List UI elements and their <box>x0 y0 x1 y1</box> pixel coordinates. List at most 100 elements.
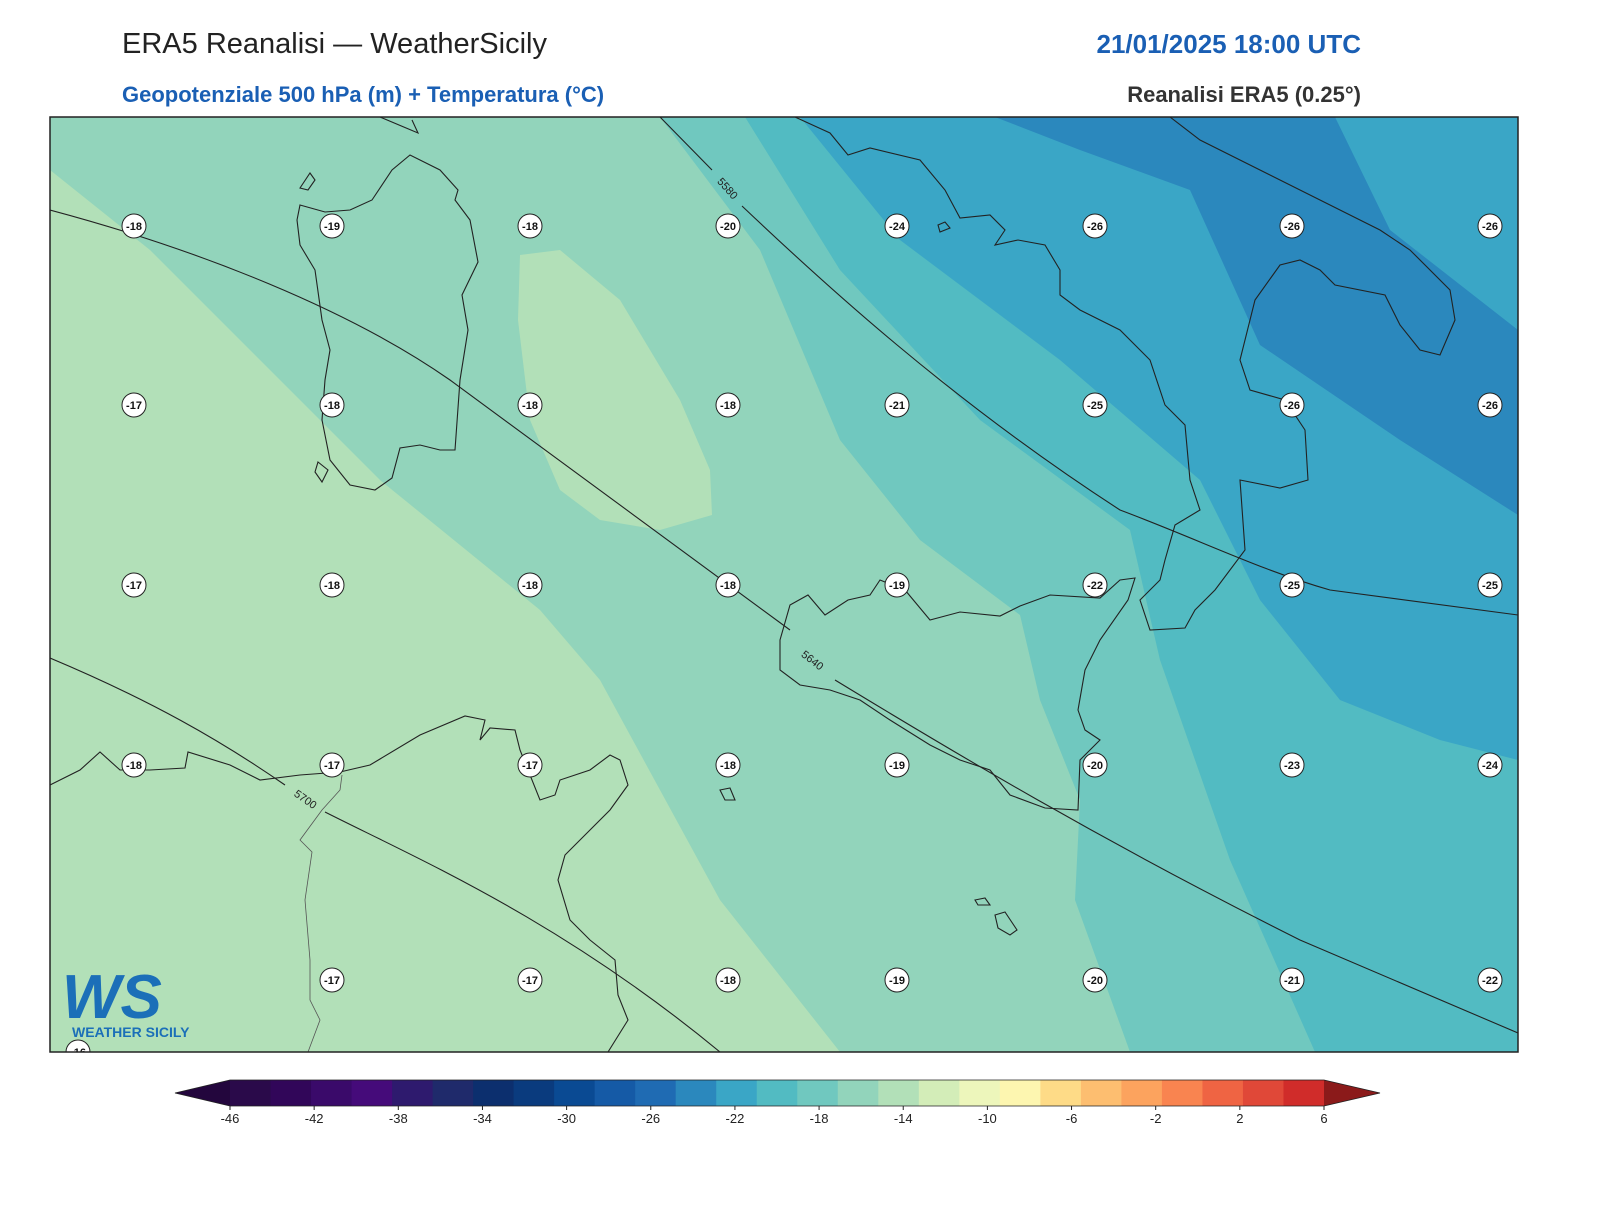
temperature-label: -21 <box>1284 975 1300 987</box>
source: Reanalisi ERA5 (0.25°) <box>1127 82 1361 107</box>
colorbar-segment <box>1121 1080 1163 1106</box>
temperature-label: -17 <box>126 580 142 592</box>
colorbar-segment <box>797 1080 839 1106</box>
label-marker <box>121 392 147 418</box>
colorbar-segment <box>918 1080 960 1106</box>
temperature-label: -25 <box>1482 580 1498 592</box>
label-marker <box>1082 967 1108 993</box>
label-marker <box>884 752 910 778</box>
label-marker <box>1477 213 1503 239</box>
label-marker <box>1477 572 1503 598</box>
coastline <box>50 715 629 1052</box>
temperature-label: -26 <box>1482 221 1498 233</box>
colorbar-extend <box>175 1080 230 1106</box>
label-marker <box>1279 392 1305 418</box>
map: 5580 5640 5700 -18 -19 -18 -20 -24 -26 -26 -26-… <box>50 117 1518 1052</box>
coastline <box>299 172 316 191</box>
colorbar-segment <box>513 1080 555 1106</box>
temperature-label: -19 <box>889 580 905 592</box>
subtitle: Geopotenziale 500 hPa (m) + Temperatura … <box>122 82 604 107</box>
colorbar-segment <box>675 1080 717 1106</box>
coastline <box>937 221 951 233</box>
temperature-label: -18 <box>720 975 736 987</box>
temperature-label: -24 <box>1482 760 1499 772</box>
map-frame <box>49 116 1519 1053</box>
colorbar-tick-label: -2 <box>1150 1111 1162 1126</box>
colorbar-segment <box>392 1080 434 1106</box>
colorbar-tick-label: -18 <box>810 1111 829 1126</box>
isoline <box>659 117 1518 616</box>
label-marker <box>1082 213 1108 239</box>
border <box>299 774 343 1052</box>
colorbar-tick-label: -38 <box>389 1111 408 1126</box>
colorbar-segment <box>270 1080 312 1106</box>
colorbar-segment <box>1161 1080 1203 1106</box>
colorbar-tick-label: -34 <box>473 1111 492 1126</box>
temperature-label: -18 <box>522 221 538 233</box>
coastline <box>314 461 329 484</box>
temperature-label: -18 <box>522 400 538 412</box>
temperature-label: -25 <box>1284 580 1300 592</box>
label-marker <box>1082 572 1108 598</box>
label-marker <box>1279 967 1305 993</box>
label-marker <box>1477 967 1503 993</box>
temperature-label: -17 <box>522 975 538 987</box>
temperature-label: -18 <box>324 400 340 412</box>
colorbar-segment <box>999 1080 1041 1106</box>
temperature-label: -19 <box>889 760 905 772</box>
band <box>518 250 712 530</box>
colorbar-tick-label: -42 <box>305 1111 324 1126</box>
coastline <box>379 117 420 135</box>
label-marker <box>319 572 345 598</box>
colorbar-segment <box>1202 1080 1244 1106</box>
label-marker <box>517 213 543 239</box>
label-marker <box>319 967 345 993</box>
label-marker <box>319 213 345 239</box>
temperature-label: -18 <box>126 760 142 772</box>
datetime: 21/01/2025 18:00 UTC <box>1096 29 1361 59</box>
label-marker <box>1082 752 1108 778</box>
logo: WS WEATHER SICILY <box>62 963 190 1040</box>
temperature-label: -25 <box>1087 400 1103 412</box>
temperature-label: -18 <box>720 580 736 592</box>
coastline <box>794 117 1456 631</box>
temperature-label: -26 <box>1087 221 1103 233</box>
temperature-label: -22 <box>1087 580 1103 592</box>
temperature-label: -17 <box>522 760 538 772</box>
colorbar-tick-label: -22 <box>726 1111 745 1126</box>
temperature-labels: -18 -19 -18 -20 -24 -26 -26 -26 -17 -18 -18 -18 -21 -… <box>65 213 1503 1052</box>
temperature-label: -19 <box>324 221 340 233</box>
label-marker <box>517 967 543 993</box>
colorbar-segment <box>635 1080 677 1106</box>
colorbar-segment <box>311 1080 353 1106</box>
label-marker <box>715 752 741 778</box>
label-marker <box>1279 572 1305 598</box>
colorbar-segment <box>594 1080 636 1106</box>
colorbar-segment <box>1080 1080 1122 1106</box>
colorbar-segment <box>351 1080 393 1106</box>
isoline <box>50 657 721 1052</box>
label-marker <box>1477 752 1503 778</box>
temperature-label: -22 <box>1482 975 1498 987</box>
colorbar-tick-label: -10 <box>978 1111 997 1126</box>
temperature-label: -17 <box>126 400 142 412</box>
temperature-label: -17 <box>324 760 340 772</box>
label-marker <box>517 752 543 778</box>
label-marker <box>121 752 147 778</box>
colorbar-tick-label: 2 <box>1236 1111 1243 1126</box>
label-marker <box>517 572 543 598</box>
coastline <box>779 577 1136 811</box>
label-marker <box>884 572 910 598</box>
colorbar-segment <box>554 1080 596 1106</box>
colorbar: -46 -42 -38 -34 -30 -26 -22 -18 -14 -10 -6 -2 2 6 <box>174 1079 1381 1126</box>
temperature-label: -26 <box>1482 400 1498 412</box>
coastline <box>719 787 736 801</box>
temperature-label: -20 <box>720 221 736 233</box>
colorbar-tick-label: 6 <box>1320 1111 1327 1126</box>
label-marker <box>884 213 910 239</box>
colorbar-segment <box>473 1080 515 1106</box>
temperature-label: -21 <box>889 400 905 412</box>
temperature-label: -26 <box>1284 400 1300 412</box>
label-marker <box>121 213 147 239</box>
